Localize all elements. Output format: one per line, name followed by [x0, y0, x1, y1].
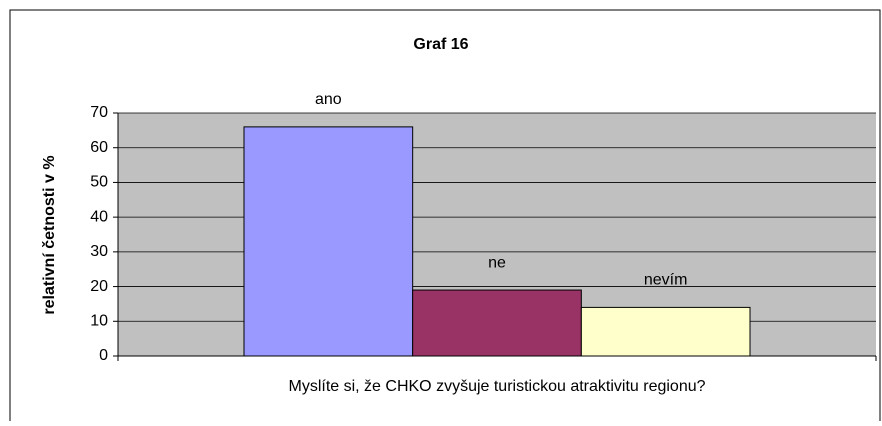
bar [243, 126, 414, 357]
y-tick-label: 50 [90, 174, 108, 191]
y-axis-title: relativní četnosti v % [41, 155, 58, 314]
y-tick-label: 70 [90, 104, 108, 121]
x-axis-title: Myslíte si, že CHKO zvyšuje turistickou … [288, 378, 705, 395]
chart-title: Graf 16 [413, 36, 468, 53]
y-tick-label: 20 [90, 278, 108, 295]
y-tick-label: 10 [90, 313, 108, 330]
bar [412, 289, 582, 357]
y-tick-label: 30 [90, 243, 108, 260]
chart-frame [9, 9, 881, 421]
y-tick-label: 0 [99, 347, 108, 364]
bar [580, 306, 751, 357]
bar-label: ano [315, 91, 342, 108]
bar-label: nevím [644, 272, 688, 289]
bar-label: ne [488, 254, 506, 271]
y-tick-label: 40 [90, 208, 108, 225]
y-tick-label: 60 [90, 139, 108, 156]
